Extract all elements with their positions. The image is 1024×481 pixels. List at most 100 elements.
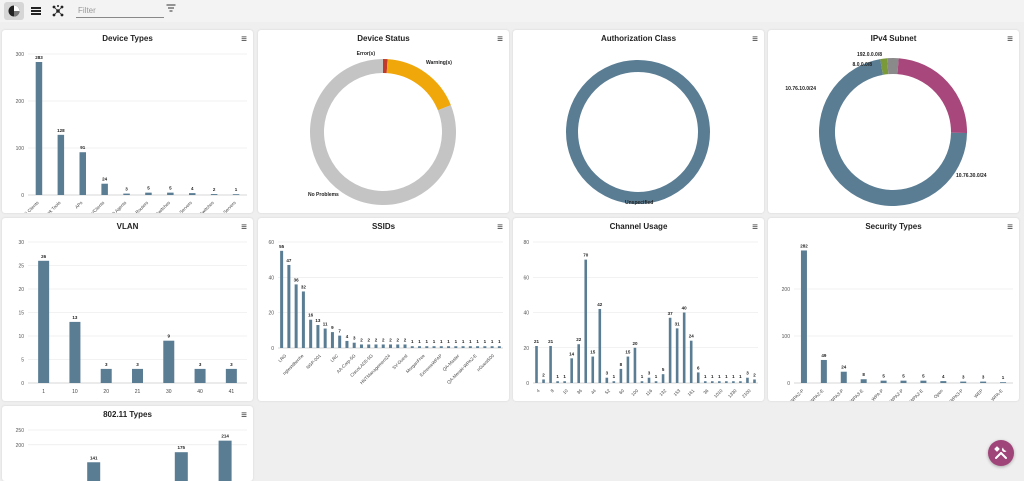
ipv4-subnet-card: IPv4 Subnet ≡ 192.0.0.0/8 8.0.0.0/8 10.76.… [768,30,1019,213]
bar [468,346,472,348]
bar [87,462,101,481]
bar [860,379,867,383]
pie-slice [386,59,451,111]
data-label: 3 [136,362,139,367]
menu-icon[interactable]: ≡ [241,222,247,233]
toolbar [0,0,1024,22]
x-tick-label: 44 [590,388,597,395]
x-tick-label: 116 [645,388,654,397]
x-tick-label: 132 [658,388,667,397]
data-label: 5 [662,367,665,372]
x-tick-label: 1 [42,389,45,395]
slice-label: Unspecified [625,200,653,206]
bar [661,374,665,383]
x-tick-label: 2100 [741,388,752,399]
data-label: 2 [360,337,363,342]
data-label: 37 [668,311,674,316]
data-label: 1 [613,374,616,379]
data-label: 1 [433,339,436,344]
menu-icon[interactable]: ≡ [241,34,247,45]
x-tick-label: 153 [673,388,682,397]
ssids-card: SSIDs ≡ 0 20 40 60 55 47 36 32 16 13 11 9 7 4 3 2 2 2 2 2 2 2… [258,218,509,401]
bar [330,332,334,348]
list-icon[interactable] [26,2,46,20]
menu-icon[interactable]: ≡ [752,222,758,233]
data-label: 42 [597,302,603,307]
menu-icon[interactable]: ≡ [1007,222,1013,233]
data-label: 11 [323,322,328,327]
data-label: 128 [57,128,65,133]
x-tick-label: 4 [535,388,541,394]
pie-chart-icon[interactable] [4,2,24,20]
vlan-card: VLAN ≡ 0 5 10 15 20 25 30 26 13 3 3 9 3 3 1 10 20 21 30 40 4… [2,218,253,401]
x-tick-label: FT-WPA3-P [944,388,964,401]
bar [316,325,320,348]
menu-icon[interactable]: ≡ [1007,34,1013,45]
bar [210,194,218,195]
data-label: 1 [491,339,494,344]
data-label: 55 [279,244,285,249]
data-label: 7 [338,329,341,334]
x-tick-label: LRC [329,353,339,363]
data-label: 1 [563,374,566,379]
data-label: 1 [732,374,735,379]
x-tick-label: 30 [166,389,172,395]
x-tick-label: Servers [222,200,237,213]
menu-icon[interactable]: ≡ [752,34,758,45]
y-tick-label: 100 [16,146,25,152]
bar [432,346,436,348]
y-tick-label: 40 [268,275,274,281]
x-tick-label: Switches [155,200,172,213]
bar [696,372,700,383]
y-tick-label: 0 [787,381,790,387]
data-label: 4 [942,374,945,379]
data-label: 21 [548,339,554,344]
menu-icon[interactable]: ≡ [497,222,503,233]
types-80211-chart: 200 250 141 175 214 [16,428,247,481]
bar [619,368,623,383]
bar [689,340,693,383]
bar [447,346,451,348]
data-label: 70 [583,253,589,258]
bar [167,192,174,195]
bar [367,344,371,348]
x-tick-label: 21 [135,389,141,395]
bar [612,381,616,383]
tools-icon[interactable] [988,440,1014,466]
data-label: 1 [718,374,721,379]
bar [189,193,196,195]
bar [418,346,422,348]
network-icon[interactable] [48,2,68,20]
data-label: 1 [440,339,443,344]
x-tick-label: SV-Guest [391,353,409,371]
bar [577,344,581,383]
filter-icon[interactable] [166,3,176,16]
bar [101,183,108,195]
x-tick-label: 60 [618,388,625,395]
y-tick-label: 300 [16,52,25,58]
card-title: Authorization Class [600,34,677,43]
data-label: 2 [542,372,545,377]
bar [647,377,651,383]
x-tick-label: SNMP Agents [104,200,128,213]
bar [396,344,400,348]
data-label: 1 [411,339,414,344]
data-label: 14 [569,351,575,356]
bar [323,328,327,348]
bar [174,452,188,481]
data-label: 36 [294,277,300,282]
x-tick-label: 52 [604,388,611,395]
menu-icon[interactable]: ≡ [497,34,503,45]
data-label: 9 [168,334,171,339]
filter-input[interactable] [76,3,164,18]
menu-icon[interactable]: ≡ [241,410,247,421]
data-label: 1 [641,374,644,379]
card-title: Security Types [865,222,922,231]
y-tick-label: 20 [18,287,24,293]
bar [1000,382,1007,383]
data-label: 3 [125,187,128,192]
bar [57,134,65,195]
data-label: 32 [301,284,307,289]
bar [145,192,152,195]
